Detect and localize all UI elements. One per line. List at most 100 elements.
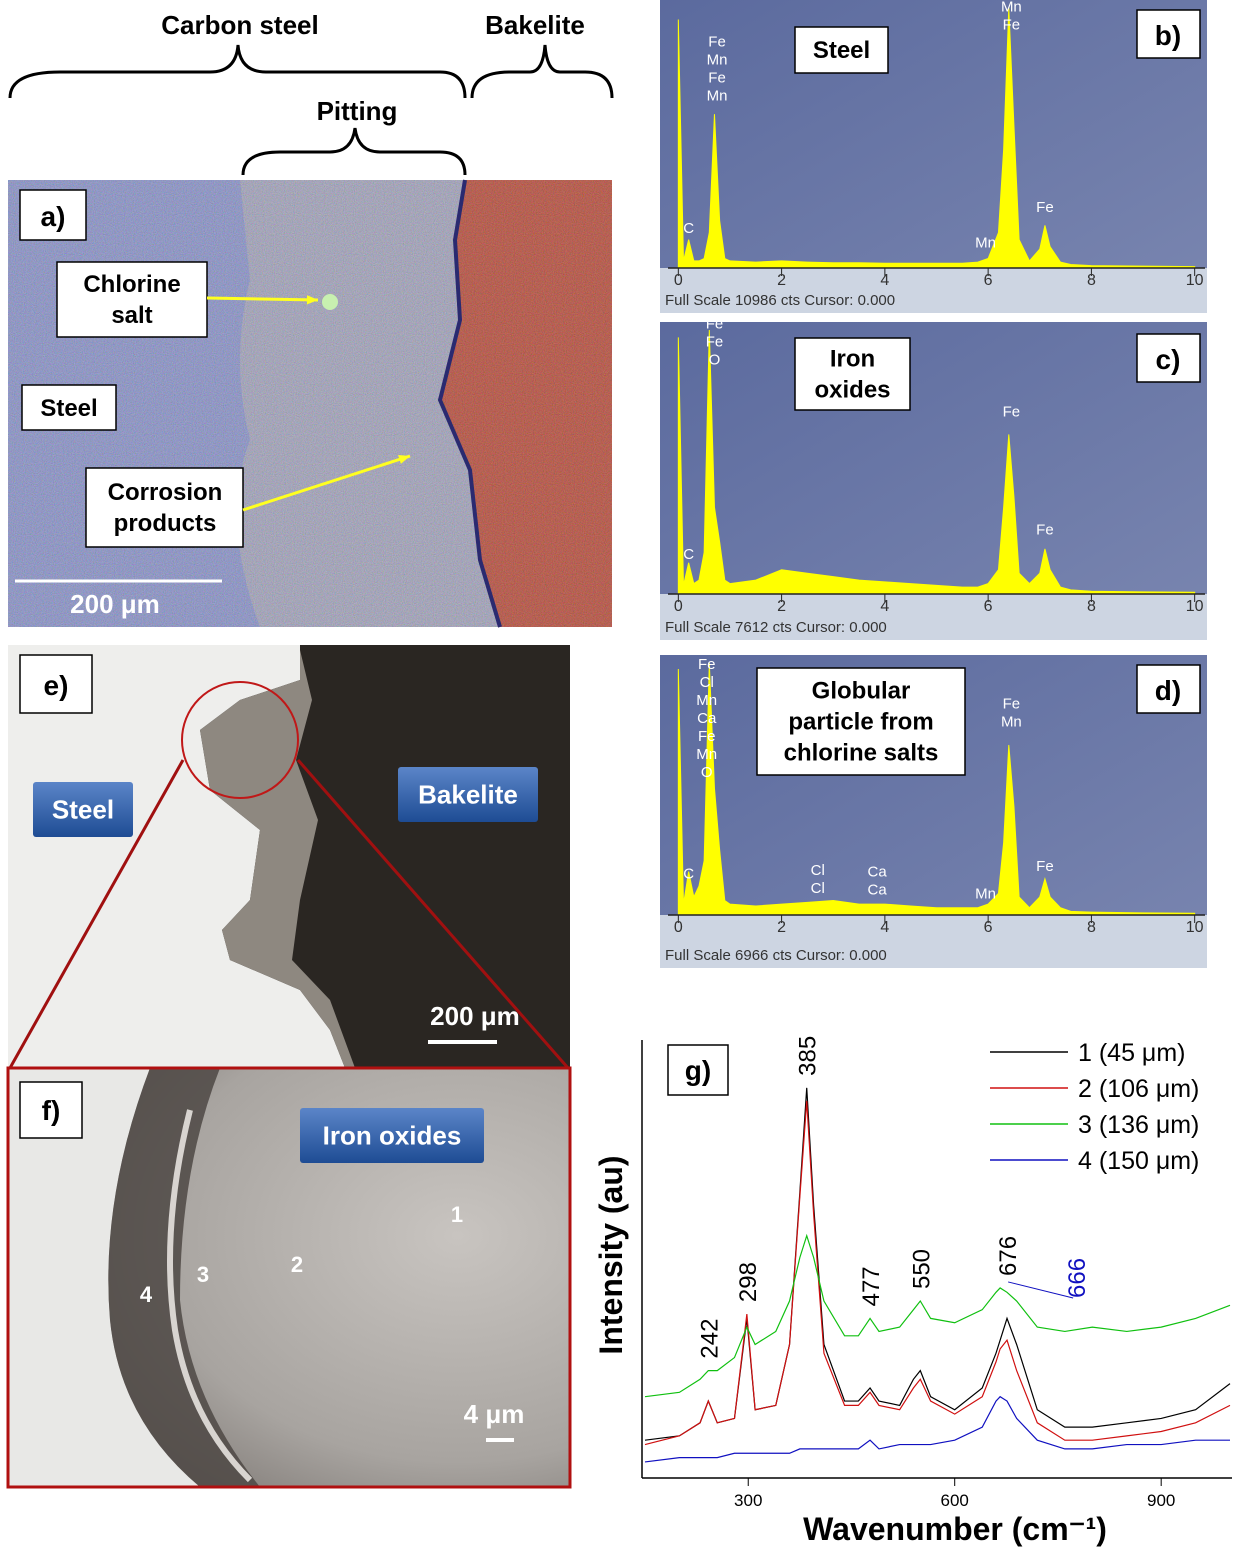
scale-label: 4 μm <box>464 1399 525 1429</box>
peak-label: C <box>683 220 694 237</box>
x-tick-label: 2 <box>777 919 786 936</box>
callout-text: salt <box>111 302 152 329</box>
peak-label: Mn <box>1001 714 1022 731</box>
annotation: chlorine salts <box>784 740 939 767</box>
x-tick-label: 6 <box>984 919 993 936</box>
x-tick-label: 10 <box>1186 272 1204 289</box>
figure: Carbon steel Bakelite Pitting a)Chlorine… <box>0 0 1239 1551</box>
peak-label: Mn <box>696 746 717 763</box>
peak-label: Fe <box>706 334 724 351</box>
peak-label: Ca <box>697 638 717 655</box>
peak-label: Fe <box>708 34 726 51</box>
peak-label: O <box>709 352 721 369</box>
point-label: 1 <box>451 1202 463 1227</box>
x-tick-label: 300 <box>734 1491 762 1510</box>
header-label: Pitting <box>317 96 398 126</box>
legend-label: 4 (150 μm) <box>1078 1147 1199 1175</box>
x-tick-label: 6 <box>984 598 993 615</box>
panel-label: e) <box>44 670 69 701</box>
brace <box>472 45 612 98</box>
peak-label: Fe <box>708 70 726 87</box>
footer: Full Scale 10986 cts Cursor: 0.000 <box>665 292 895 309</box>
peak-label: 477 <box>858 1266 885 1306</box>
x-tick-label: 2 <box>777 272 786 289</box>
callout-text: products <box>114 510 217 537</box>
panel-label: a) <box>41 201 66 232</box>
series-line <box>645 1088 1230 1440</box>
peak-label: Fe <box>1036 522 1054 539</box>
footer: Full Scale 6966 cts Cursor: 0.000 <box>665 947 887 964</box>
peak-label: Fe <box>1036 199 1054 216</box>
y-axis-label: Intensity (au) <box>593 1155 629 1354</box>
peak-label: C <box>683 546 694 563</box>
peak-label: 385 <box>795 1036 822 1076</box>
panel-label: g) <box>685 1055 711 1086</box>
scale-label: 200 μm <box>70 589 160 619</box>
peak-label: Cl <box>811 862 825 879</box>
callout-text: Steel <box>40 395 97 422</box>
x-tick-label: 0 <box>674 919 683 936</box>
annotation: particle from <box>788 709 933 736</box>
panel-label: f) <box>42 1095 61 1126</box>
point-label: 2 <box>291 1252 303 1277</box>
x-axis-label: Wavenumber (cm⁻¹) <box>803 1511 1107 1547</box>
peak-label: C <box>683 865 694 882</box>
x-tick-label: 6 <box>984 272 993 289</box>
callout-text: Corrosion <box>108 479 223 506</box>
brace <box>10 45 465 98</box>
brace <box>243 128 465 175</box>
x-tick-label: 10 <box>1186 598 1204 615</box>
peak-label: Fe <box>1003 17 1021 34</box>
x-tick-label: 600 <box>941 1491 969 1510</box>
peak-label: Ca <box>868 882 888 899</box>
x-tick-label: 0 <box>674 598 683 615</box>
legend-label: 1 (45 μm) <box>1078 1039 1185 1067</box>
peak-label: Fe <box>698 728 716 745</box>
annotation: Globular <box>812 678 911 705</box>
region-label: Iron oxides <box>323 1121 462 1151</box>
panel-label: b) <box>1155 20 1181 51</box>
peak-label: Mn <box>696 692 717 709</box>
legend-label: 3 (136 μm) <box>1078 1111 1199 1139</box>
x-tick-label: 4 <box>880 598 889 615</box>
peak-label: 298 <box>735 1262 762 1302</box>
callout-text: Chlorine <box>83 271 180 298</box>
region-label: Bakelite <box>418 780 518 810</box>
peak-label: Fe <box>698 656 716 673</box>
peak-label: Mn <box>707 52 728 69</box>
annotation: Steel <box>813 37 870 64</box>
series-line <box>645 1236 1230 1397</box>
x-tick-label: 0 <box>674 272 683 289</box>
panel-label: d) <box>1155 675 1181 706</box>
peak-label: Mn <box>1001 0 1022 16</box>
peak-label: Ca <box>868 864 888 881</box>
peak-label: Fe <box>1003 696 1021 713</box>
scale-label: 200 μm <box>430 1001 520 1031</box>
annotation: oxides <box>814 377 890 404</box>
peak-label: Fe <box>706 316 724 333</box>
arrow <box>207 298 318 300</box>
x-tick-label: 4 <box>880 919 889 936</box>
x-tick-label: 900 <box>1147 1491 1175 1510</box>
x-tick-label: 4 <box>880 272 889 289</box>
peak-label: Fe <box>1036 858 1054 875</box>
x-tick-label: 8 <box>1087 598 1096 615</box>
panel-label: c) <box>1156 344 1181 375</box>
x-tick-label: 10 <box>1186 919 1204 936</box>
point-label: 4 <box>140 1282 153 1307</box>
peak-label: O <box>701 764 713 781</box>
peak-label: 676 <box>995 1236 1022 1276</box>
region-label: Steel <box>52 795 114 825</box>
annotation: Iron <box>830 346 875 373</box>
header-label: Bakelite <box>485 10 585 40</box>
x-tick-label: 8 <box>1087 919 1096 936</box>
x-tick-label: 8 <box>1087 272 1096 289</box>
legend-label: 2 (106 μm) <box>1078 1075 1199 1103</box>
peak-label: 550 <box>908 1249 935 1289</box>
peak-label: Mn <box>975 234 996 251</box>
peak-label: Mn <box>707 88 728 105</box>
peak-label: Fe <box>1003 404 1021 421</box>
peak-label: Cl <box>811 880 825 897</box>
x-tick-label: 2 <box>777 598 786 615</box>
peak-label: Mn <box>975 885 996 902</box>
